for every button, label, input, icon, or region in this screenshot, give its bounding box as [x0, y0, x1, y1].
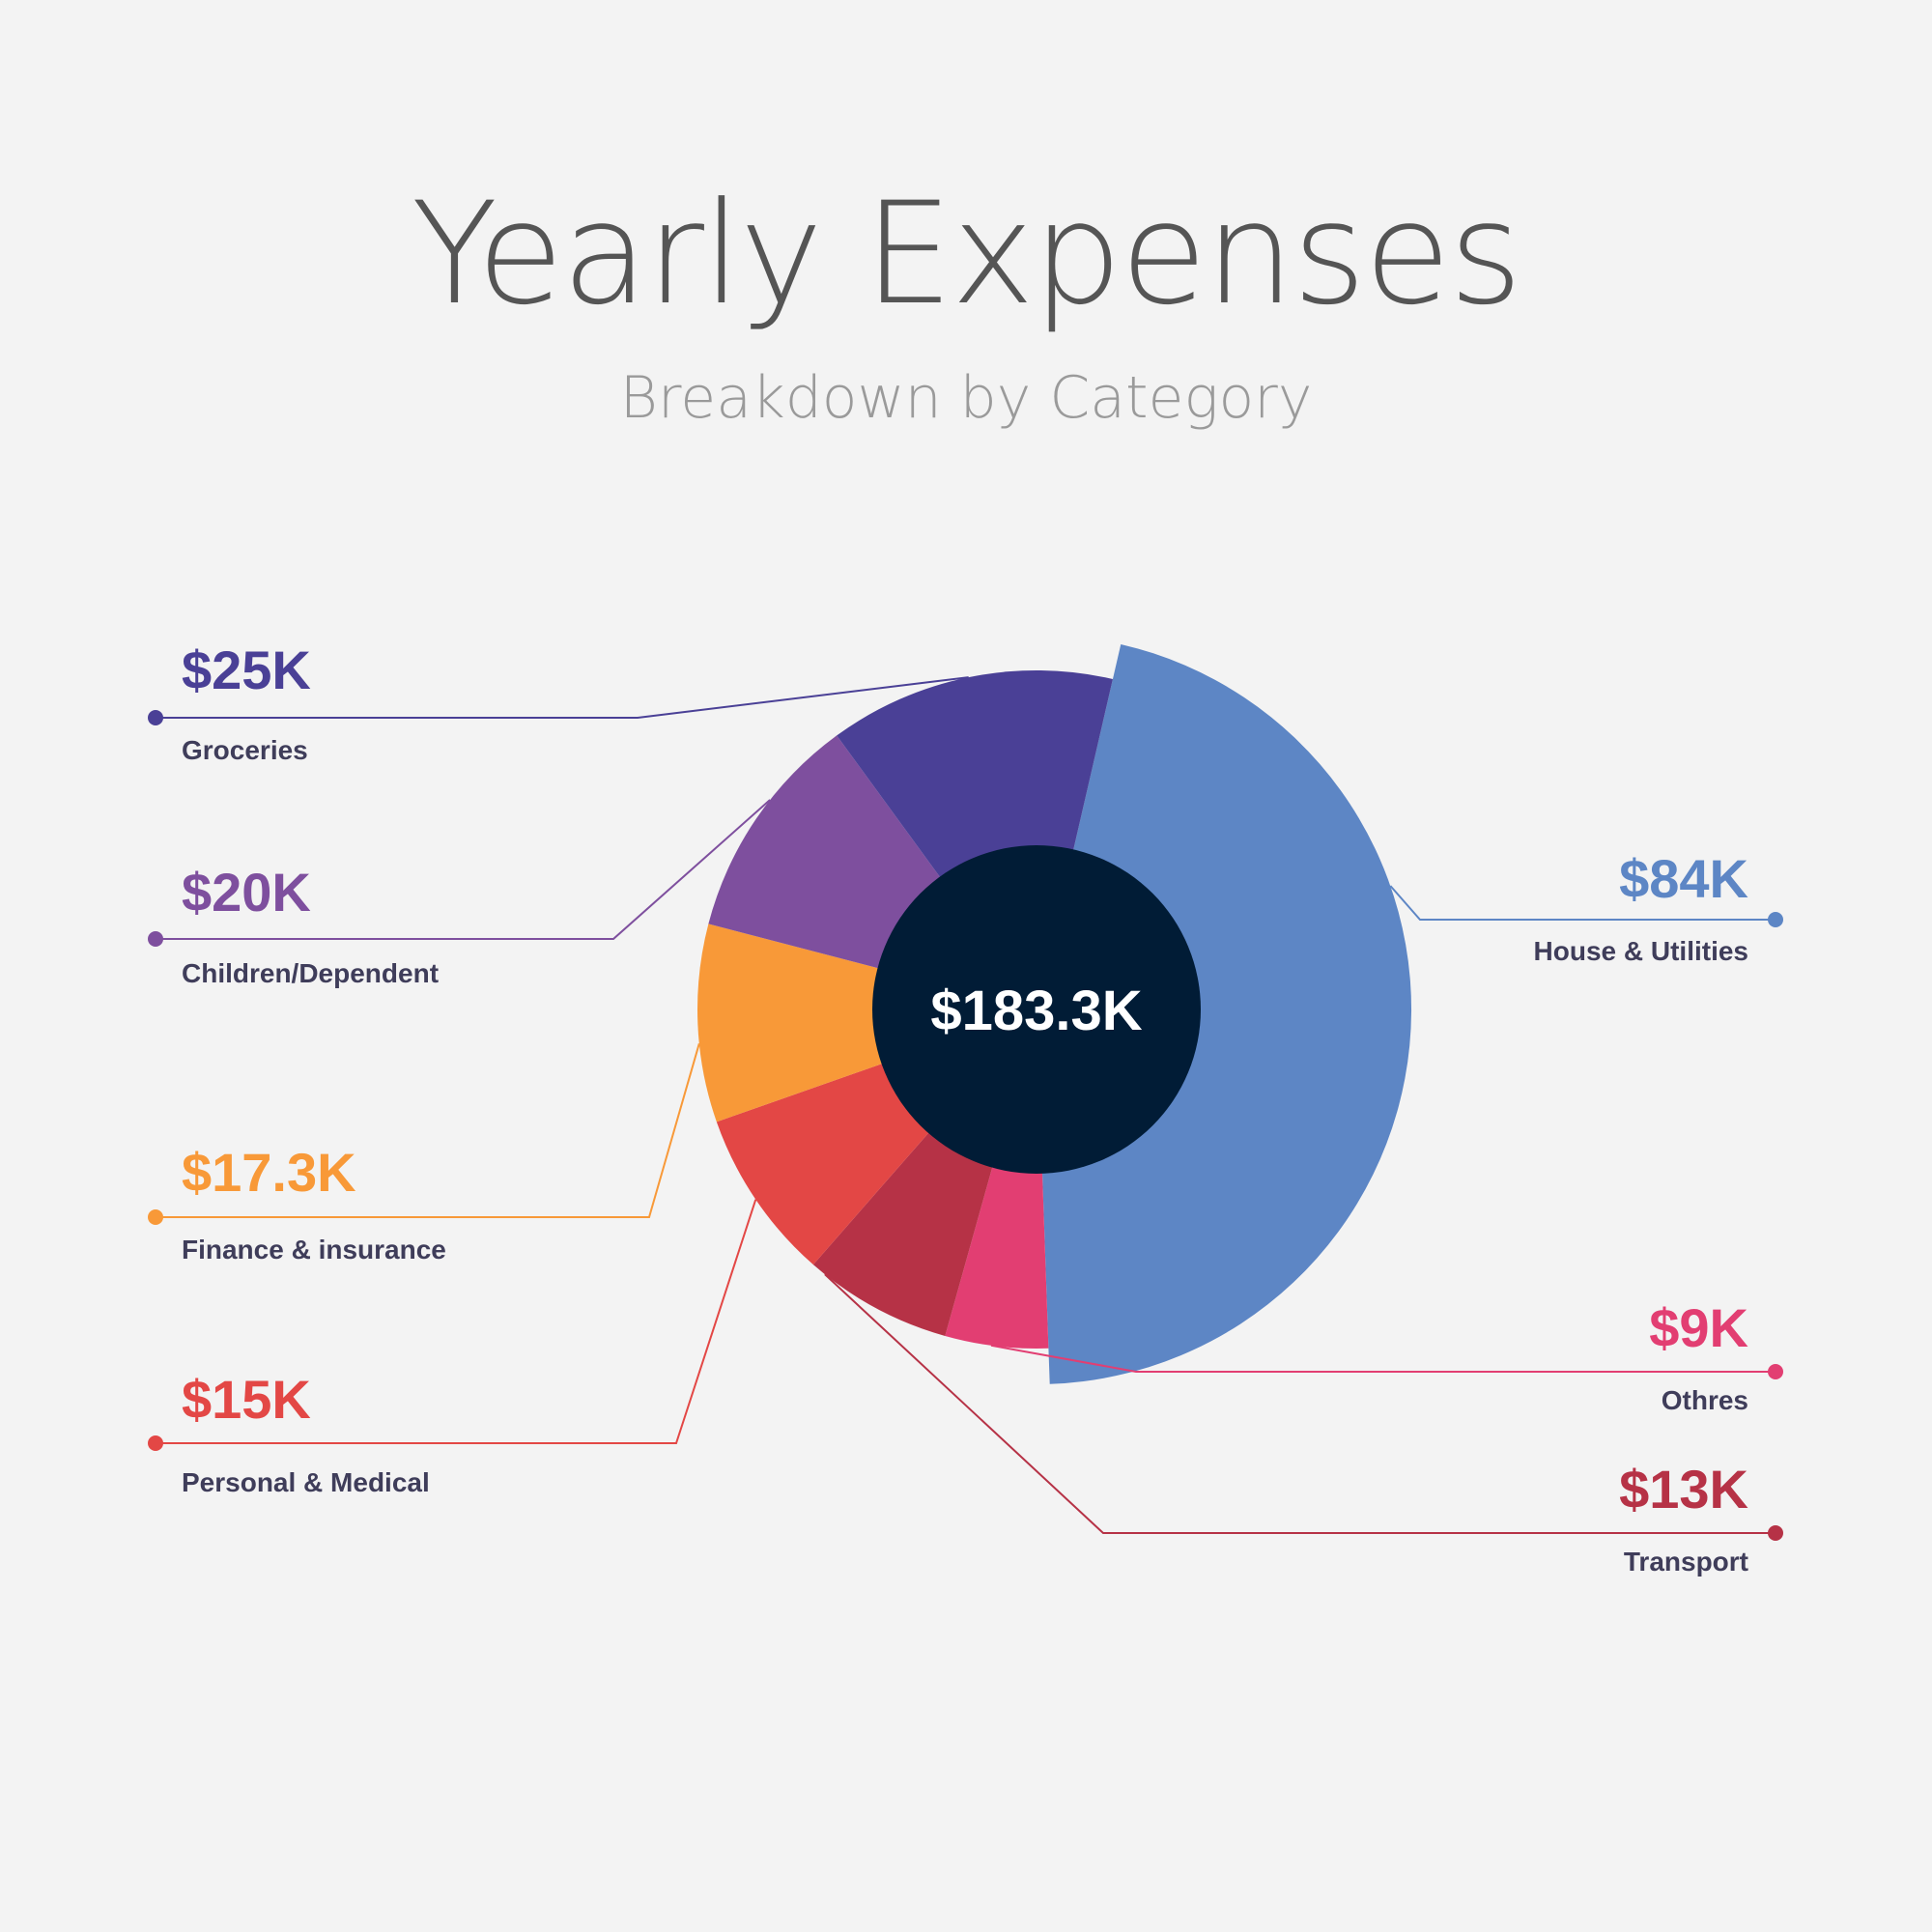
- category-label-personal-medical: Personal & Medical: [182, 1467, 430, 1497]
- slice-finance-insurance: [697, 923, 1037, 1122]
- leader-dot-transport: [1768, 1525, 1783, 1541]
- value-label-othres: $9K: [1649, 1297, 1748, 1358]
- leader-dot-personal-medical: [148, 1435, 163, 1451]
- value-label-transport: $13K: [1619, 1459, 1748, 1520]
- labels-layer: $84K House & Utilities $9K Othres $13K Transp…: [182, 639, 1748, 1577]
- category-label-house-utilities: House & Utilities: [1534, 936, 1748, 966]
- category-label-transport: Transport: [1624, 1547, 1748, 1577]
- chart-title: Yearly Expenses: [411, 172, 1522, 336]
- leader-dot-children-dependent: [148, 931, 163, 947]
- leader-line-othres: [990, 1344, 1776, 1373]
- value-label-children-dependent: $20K: [182, 862, 311, 923]
- leader-line-children-dependent: [156, 799, 771, 940]
- leader-line-transport: [824, 1273, 1776, 1534]
- category-label-groceries: Groceries: [182, 735, 308, 765]
- value-label-personal-medical: $15K: [182, 1369, 311, 1430]
- category-label-finance-insurance: Finance & insurance: [182, 1235, 446, 1264]
- leader-line-personal-medical: [156, 1199, 757, 1444]
- value-label-house-utilities: $84K: [1619, 848, 1748, 909]
- value-label-finance-insurance: $17.3K: [182, 1142, 356, 1203]
- center-hole: [872, 845, 1201, 1174]
- leader-lines-layer: [148, 676, 1783, 1541]
- leader-line-groceries: [156, 676, 969, 719]
- category-label-othres: Othres: [1662, 1385, 1748, 1415]
- leader-dot-house-utilities: [1768, 912, 1783, 927]
- total-label: $183.3K: [930, 980, 1142, 1042]
- leader-line-finance-insurance: [156, 1043, 700, 1218]
- leader-dot-finance-insurance: [148, 1209, 163, 1225]
- value-label-groceries: $25K: [182, 639, 311, 700]
- chart-subtitle: Breakdown by Category: [619, 364, 1313, 432]
- leader-dot-othres: [1768, 1364, 1783, 1379]
- leader-line-house-utilities: [1389, 885, 1776, 921]
- slice-house-utilities: [1037, 643, 1412, 1384]
- leader-dot-groceries: [148, 710, 163, 725]
- category-label-children-dependent: Children/Dependent: [182, 958, 439, 988]
